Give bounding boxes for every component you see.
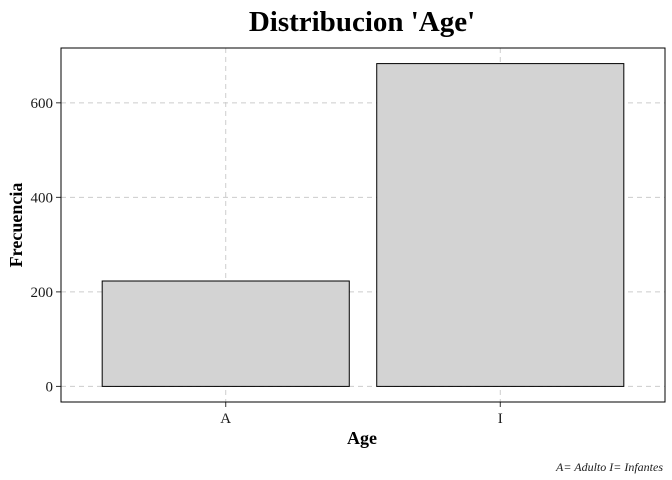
axes: 0 200 400 600 A I bbox=[31, 96, 503, 427]
bar-A bbox=[101, 280, 350, 387]
chart-title: Distribucion 'Age' bbox=[249, 6, 475, 38]
bars bbox=[101, 63, 625, 387]
chart-caption: A= Adulto I= Infantes bbox=[555, 460, 663, 474]
y-tick-label: 0 bbox=[46, 379, 54, 395]
x-tick-label: A bbox=[220, 411, 231, 427]
y-axis-title: Frecuencia bbox=[6, 183, 26, 268]
y-tick-label: 600 bbox=[31, 96, 54, 112]
y-tick-label: 200 bbox=[31, 285, 54, 301]
bar-I bbox=[376, 63, 625, 387]
x-axis-title: Age bbox=[347, 428, 377, 448]
x-tick-label: I bbox=[498, 411, 503, 427]
y-tick-label: 400 bbox=[31, 190, 54, 206]
plot-panel-border bbox=[60, 47, 666, 403]
